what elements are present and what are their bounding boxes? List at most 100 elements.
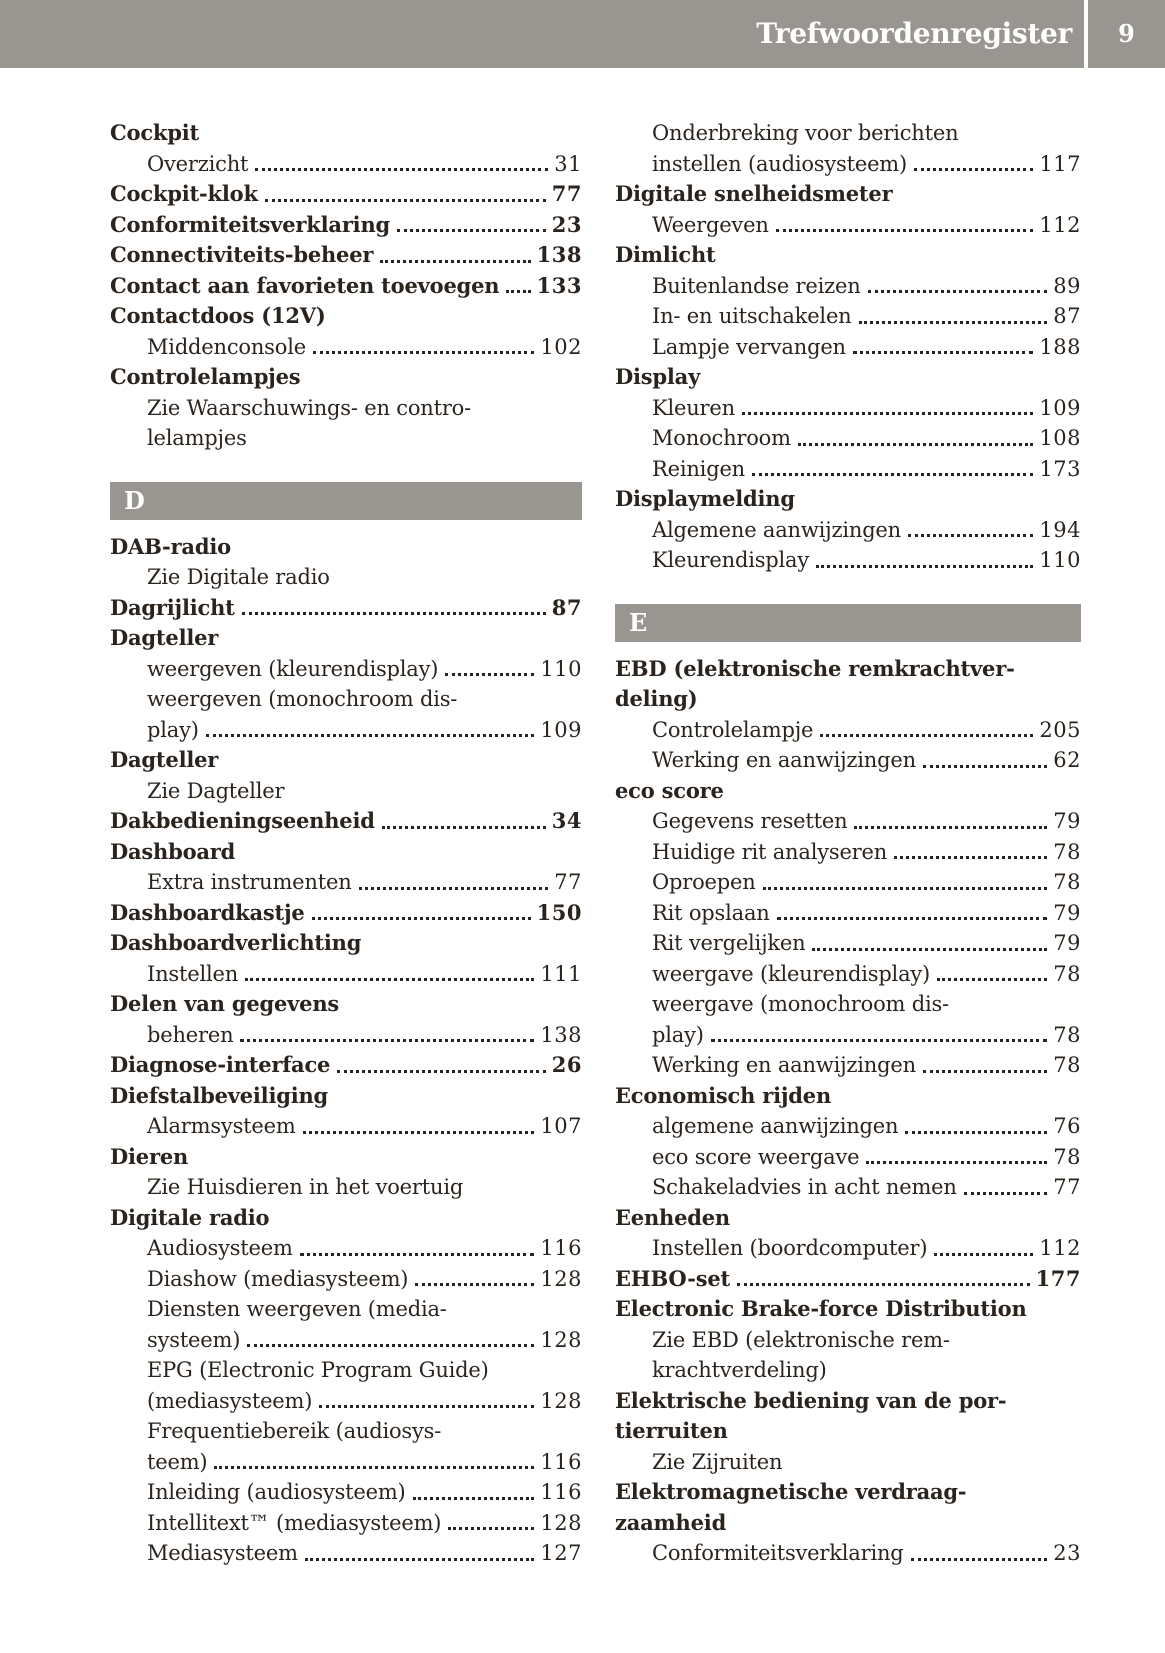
entry-text: play)	[147, 717, 199, 742]
dots-leader	[858, 301, 1048, 324]
entry-text: Elektrische bediening van de por-	[615, 1387, 1007, 1413]
index-subentry-line: Extra instrumenten 77	[110, 867, 582, 898]
entry-text: eco score	[615, 777, 724, 803]
index-subentry-line: Conformiteitsverklaring 23	[615, 1538, 1081, 1569]
dots-leader	[214, 1447, 535, 1469]
dots-leader	[937, 959, 1048, 981]
entry-page-number: 194	[1039, 517, 1081, 542]
entry-page-number: 138	[536, 242, 582, 267]
entry-page-number: 78	[1053, 961, 1081, 986]
index-subentry-line: teem) 116	[110, 1447, 582, 1478]
entry-text: Frequentiebereik (audiosys-	[147, 1419, 442, 1443]
index-column-right: Onderbreking voor berichten instellen (au…	[615, 118, 1081, 1569]
entry-page-number: 78	[1053, 1022, 1081, 1047]
entry-text: deling)	[615, 686, 698, 711]
entry-text: Diensten weergeven (media-	[147, 1297, 447, 1321]
dots-leader	[922, 745, 1048, 768]
index-subentry-line: play) 78	[615, 1020, 1081, 1051]
entry-text: Werking en aanwijzingen	[652, 1053, 916, 1077]
dots-leader	[299, 1233, 535, 1256]
dots-leader	[752, 454, 1034, 476]
dots-leader	[397, 210, 546, 232]
dots-leader	[380, 240, 531, 263]
index-term-line: Controlelampjes	[110, 362, 582, 393]
index-term-line: Contact aan favorieten toevoegen 133	[110, 271, 582, 302]
index-term-line: Dashboardkastje 150	[110, 898, 582, 929]
index-term-line: Diefstalbeveiliging	[110, 1081, 582, 1112]
index-subentry-line: Lampje vervangen 188	[615, 332, 1081, 363]
entry-text: Zie Dagteller	[147, 778, 285, 803]
entry-text: weergeven (kleurendisplay)	[147, 656, 439, 681]
index-subentry-line: Reinigen 173	[615, 454, 1081, 485]
entry-text: Conformiteitsverklaring	[110, 211, 391, 237]
dots-leader	[812, 928, 1048, 951]
index-subentry-line: Inleiding (audiosysteem) 116	[110, 1477, 582, 1508]
entry-text: Contactdoos (12V)	[110, 303, 326, 328]
entry-text: Algemene aanwijzingen	[652, 517, 901, 542]
entry-page-number: 76	[1053, 1114, 1081, 1138]
index-subentry-line: beheren 138	[110, 1020, 582, 1051]
entry-text: tierruiten	[615, 1418, 728, 1443]
index-term-line: Dashboardverlichting	[110, 928, 582, 959]
entry-text: Schakeladvies in acht nemen	[652, 1175, 957, 1199]
index-subentry-line: Frequentiebereik (audiosys-	[110, 1416, 582, 1447]
index-term-line: Digitale snelheidsmeter	[615, 179, 1081, 210]
entry-page-number: 77	[1053, 1175, 1081, 1199]
index-subentry-line: Overzicht 31	[110, 149, 582, 180]
entry-text: Dimlicht	[615, 242, 716, 267]
index-subentry-line: Diashow (mediasysteem) 128	[110, 1264, 582, 1295]
entry-page-number: 128	[540, 1327, 582, 1352]
dots-leader	[852, 332, 1034, 354]
dots-leader	[255, 149, 549, 171]
dots-leader	[240, 1020, 535, 1042]
entry-page-number: 205	[1039, 717, 1081, 742]
entry-text: Eenheden	[615, 1204, 730, 1230]
dots-leader	[762, 867, 1048, 890]
entry-text: Instellen	[147, 961, 239, 986]
index-term-line: Displaymelding	[615, 484, 1081, 515]
entry-text: Diashow (mediasysteem)	[147, 1266, 409, 1291]
index-subentry-line: Rit vergelijken 79	[615, 928, 1081, 959]
dots-leader	[776, 898, 1048, 920]
index-subentry-line: Zie Digitale radio	[110, 562, 582, 593]
index-subentry-line: Kleuren 109	[615, 393, 1081, 424]
dots-leader	[381, 806, 546, 829]
entry-page-number: 109	[1039, 395, 1081, 420]
index-term-line: Electronic Brake-force Distribution	[615, 1294, 1081, 1325]
entry-text: Weergeven	[652, 212, 769, 237]
page-title: Trefwoordenregister	[756, 17, 1072, 50]
index-subentry-line: systeem) 128	[110, 1325, 582, 1356]
entry-text: Huidige rit analyseren	[652, 839, 888, 864]
entry-text: Cockpit	[110, 120, 200, 145]
index-subentry-line: Schakeladvies in acht nemen 77	[615, 1172, 1081, 1203]
entry-page-number: 128	[540, 1266, 582, 1291]
entry-text: Overzicht	[147, 151, 249, 176]
entry-text: Dagteller	[110, 747, 219, 772]
entry-text: Lampje vervangen	[652, 334, 846, 359]
index-term-line: Delen van gegevens	[110, 989, 582, 1020]
entry-text: Dashboardverlichting	[110, 930, 362, 955]
index-subentry-line: Buitenlandse reizen 89	[615, 271, 1081, 302]
entry-text: Buitenlandse reizen	[652, 273, 861, 298]
entry-text: Zie Digitale radio	[147, 565, 330, 589]
entry-text: Displaymelding	[615, 486, 795, 511]
dots-leader	[934, 1233, 1034, 1256]
entry-text: Diefstalbeveiliging	[110, 1082, 329, 1108]
entry-page-number: 79	[1053, 900, 1081, 925]
dots-leader	[319, 1386, 535, 1408]
dots-leader	[905, 1111, 1048, 1134]
index-term-line: deling)	[615, 684, 1081, 715]
entry-text: play)	[652, 1022, 704, 1047]
dots-leader	[866, 1142, 1048, 1164]
index-subentry-line: Instellen (boordcomputer) 112	[615, 1233, 1081, 1264]
entry-text: weergave (kleurendisplay)	[652, 961, 931, 986]
entry-text: In- en uitschakelen	[652, 304, 852, 328]
entry-text: systeem)	[147, 1327, 241, 1352]
entry-text: Dakbedieningseenheid	[110, 808, 375, 833]
entry-page-number: 173	[1039, 456, 1081, 481]
entry-text: algemene aanwijzingen	[652, 1114, 899, 1138]
entry-page-number: 62	[1053, 748, 1081, 772]
entry-page-number: 110	[1039, 548, 1081, 572]
entry-text: Kleurendisplay	[652, 548, 810, 572]
dots-leader	[205, 715, 535, 737]
